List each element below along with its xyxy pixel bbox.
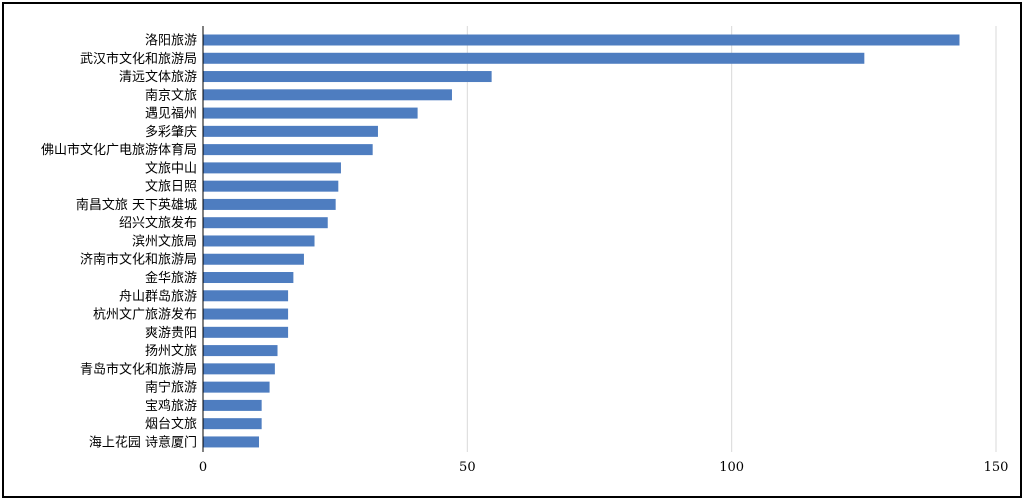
bar-15 [203, 290, 289, 302]
x-tick-labels: 0 50 100 150 [199, 460, 1009, 475]
gridlines [466, 26, 997, 452]
category-label-13: 济南市文化和旅游局 [80, 252, 197, 268]
bar-2 [203, 52, 865, 64]
category-label-6: 多彩肇庆 [145, 124, 197, 140]
category-label-16: 杭州文广旅游发布 [93, 307, 197, 323]
category-label-10: 南昌文旅 天下英雄城 [76, 197, 197, 213]
bars [203, 34, 960, 448]
category-label-5: 遇见福州 [145, 107, 197, 122]
category-label-21: 宝鸡旅游 [145, 398, 197, 414]
bar-23 [203, 436, 260, 448]
x-tick-label-150: 150 [984, 460, 1009, 475]
bar-7 [203, 144, 373, 156]
category-label-9: 文旅日照 [145, 180, 197, 195]
x-tick-label-50: 50 [459, 460, 476, 475]
bar-12 [203, 235, 315, 247]
category-label-8: 文旅中山 [145, 161, 197, 176]
category-label-20: 南宁旅游 [145, 380, 197, 396]
bar-4 [203, 89, 452, 101]
category-label-12: 滨州文旅局 [132, 233, 197, 249]
x-tick-label-100: 100 [719, 460, 744, 475]
x-tick-label-0: 0 [199, 460, 207, 475]
category-label-7: 佛山市文化广电旅游体育局 [41, 142, 197, 158]
category-label-2: 武汉市文化和旅游局 [80, 51, 197, 67]
category-label-15: 舟山群岛旅游 [119, 288, 197, 304]
bar-18 [203, 345, 278, 357]
bar-21 [203, 399, 262, 411]
bar-9 [203, 180, 339, 192]
category-label-4: 南京文旅 [145, 87, 197, 103]
bar-20 [203, 381, 270, 393]
category-label-19: 青岛市文化和旅游局 [80, 361, 197, 377]
bar-14 [203, 272, 294, 284]
bar-5 [203, 107, 418, 119]
category-label-18: 扬州文旅 [145, 344, 197, 359]
bar-17 [203, 326, 289, 338]
bar-11 [203, 217, 328, 229]
bar-3 [203, 71, 492, 83]
bar-19 [203, 363, 275, 375]
bar-10 [203, 198, 336, 210]
category-label-11: 绍兴文旅发布 [119, 215, 197, 231]
bar-22 [203, 418, 262, 430]
category-label-23: 海上花园 诗意厦门 [89, 434, 197, 450]
bar-6 [203, 125, 378, 137]
bar-chart: 洛阳旅游武汉市文化和旅游局清远文体旅游南京文旅遇见福州多彩肇庆佛山市文化广电旅游… [41, 26, 1009, 475]
bar-13 [203, 253, 304, 265]
category-label-1: 洛阳旅游 [145, 34, 197, 49]
bar-16 [203, 308, 289, 320]
category-label-14: 金华旅游 [145, 270, 197, 286]
category-labels: 洛阳旅游武汉市文化和旅游局清远文体旅游南京文旅遇见福州多彩肇庆佛山市文化广电旅游… [41, 34, 197, 451]
bar-8 [203, 162, 341, 174]
category-label-3: 清远文体旅游 [119, 70, 197, 85]
category-label-17: 爽游贵阳 [145, 326, 197, 341]
bar-1 [203, 34, 960, 46]
category-label-22: 烟台文旅 [145, 417, 197, 432]
